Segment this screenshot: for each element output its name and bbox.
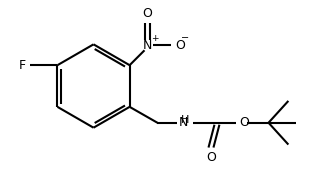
Text: O: O bbox=[143, 7, 152, 20]
Text: O: O bbox=[239, 116, 249, 129]
Text: −: − bbox=[181, 33, 189, 43]
Text: F: F bbox=[19, 59, 26, 72]
Text: N: N bbox=[143, 39, 152, 52]
Text: +: + bbox=[151, 34, 158, 43]
Text: H: H bbox=[181, 115, 189, 125]
Text: O: O bbox=[206, 151, 216, 164]
Text: O: O bbox=[175, 39, 185, 52]
Text: N: N bbox=[179, 116, 189, 129]
